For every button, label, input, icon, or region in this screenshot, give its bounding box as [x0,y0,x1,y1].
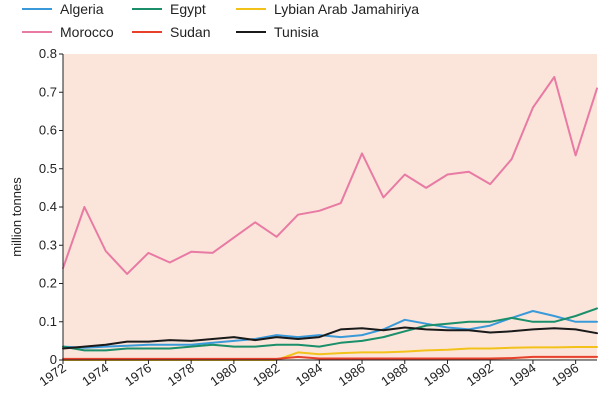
x-tick-label: 1984 [293,360,325,389]
x-tick-label: 1972 [36,360,68,389]
y-tick-label: 0.7 [39,84,57,99]
y-axis-label: million tonnes [9,177,24,257]
x-tick-label: 1992 [464,360,496,389]
x-tick-label: 1980 [207,360,239,389]
x-tick-label: 1974 [79,360,111,389]
series-line-egypt [62,307,598,352]
legend-label-tunisia: Tunisia [274,24,319,40]
x-tick-label: 1976 [122,360,154,389]
y-tick-label: 0.5 [39,161,57,176]
legend-item-algeria: Algeria [22,1,104,17]
x-tick-label: 1996 [549,360,581,389]
y-tick-label: 0.4 [39,199,57,214]
x-tick-label: 1994 [506,360,538,389]
y-tick-label: 0 [50,352,57,367]
x-tick-label: 1988 [378,360,410,389]
x-tick-label: 1986 [335,360,367,389]
x-tick-label: 1982 [250,360,282,389]
legend-label-egypt: Egypt [170,1,206,17]
legend-label-morocco: Morocco [60,24,114,40]
series-line-sudan [62,355,598,360]
y-tick-label: 0.6 [39,123,57,138]
legend-item-tunisia: Tunisia [236,24,319,40]
y-tick-label: 0.2 [39,276,57,291]
y-tick-label: 0.3 [39,237,57,252]
x-axis-ticks: 1972 1974 1976 1978 1980 1982 1984 1986 1988 1990… [36,360,581,389]
y-tick-label: 0.8 [39,46,57,61]
legend-item-morocco: Morocco [22,24,114,40]
x-tick-label: 1978 [165,360,197,389]
legend-item-sudan: Sudan [132,24,210,40]
y-axis-ticks: 0 0.1 0.2 0.3 0.4 0.5 0.6 0.7 0.8 [39,46,63,367]
y-tick-label: 0.1 [39,314,57,329]
legend-item-egypt: Egypt [132,1,206,17]
legend-label-sudan: Sudan [170,24,210,40]
legend: Algeria Egypt Lybian Arab Jamahiriya Morocc… [22,1,419,40]
legend-label-algeria: Algeria [60,1,104,17]
series-line-tunisia [62,326,598,350]
x-tick-label: 1990 [421,360,453,389]
legend-item-lybian-arab-jamahiriya: Lybian Arab Jamahiriya [236,1,419,17]
legend-label-lybian-arab-jamahiriya: Lybian Arab Jamahiriya [274,1,419,17]
series-line-morocco [62,76,598,275]
